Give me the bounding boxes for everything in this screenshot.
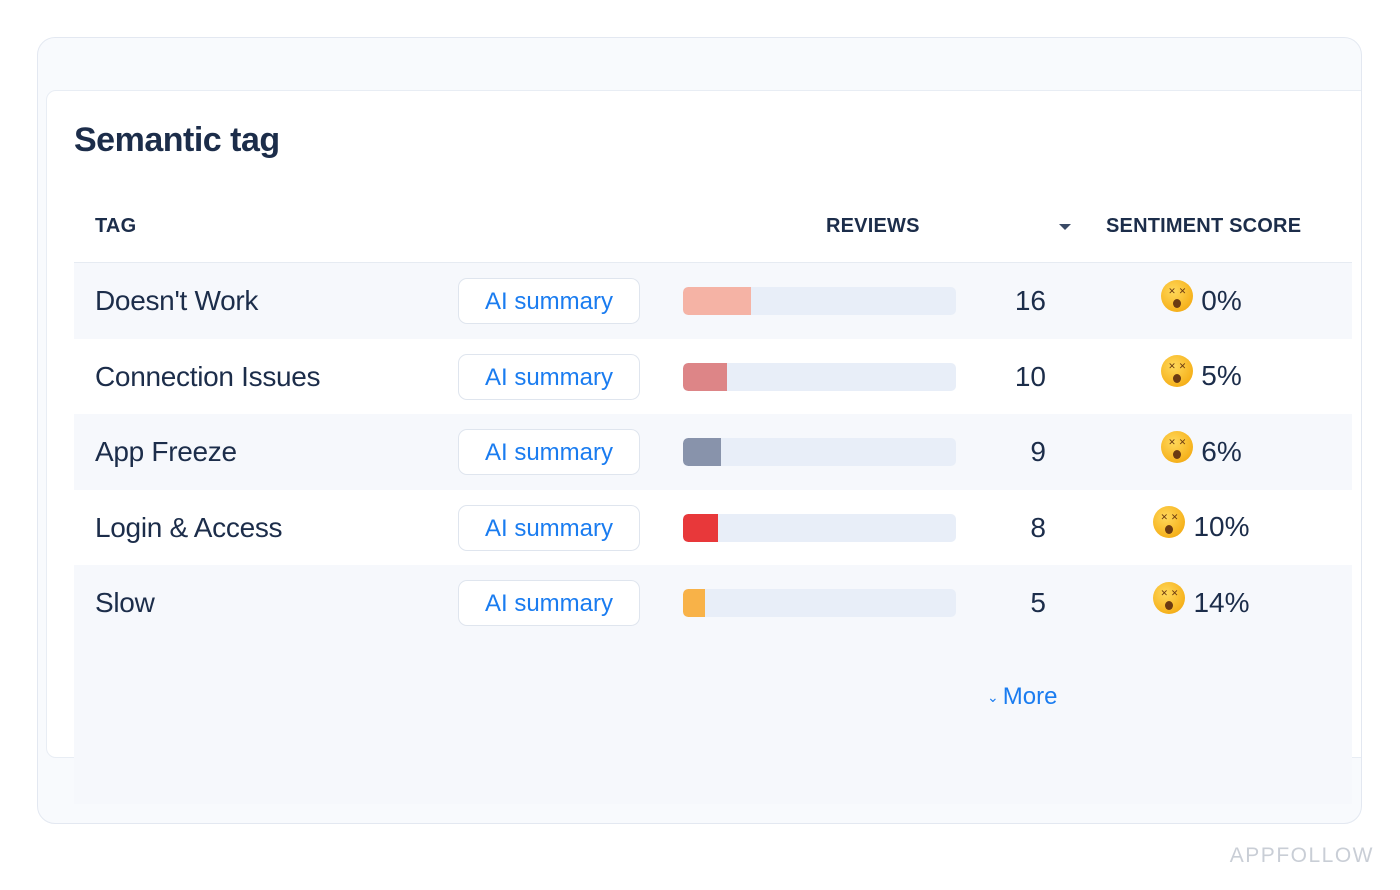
- dizzy-face-icon: ✕ ✕: [1161, 355, 1194, 387]
- sentiment-score: 5%: [1201, 360, 1242, 391]
- widget-container: Semantic tag TAG REVIEWS SENTIMENT SCORE…: [37, 37, 1362, 824]
- sentiment-score: 10%: [1193, 511, 1250, 542]
- reviews-bar-fill: [683, 362, 727, 391]
- tag-name[interactable]: Slow: [95, 587, 155, 618]
- table-header: TAG REVIEWS SENTIMENT SCORE: [74, 204, 1352, 263]
- tag-name[interactable]: App Freeze: [95, 436, 237, 467]
- more-label: More: [1002, 682, 1058, 710]
- sentiment-cell: ✕ ✕ 14%: [1114, 565, 1289, 640]
- tag-table: TAG REVIEWS SENTIMENT SCORE Doesn't Work…: [74, 204, 1352, 804]
- sentiment-cell: ✕ ✕ 10%: [1114, 490, 1289, 565]
- table-row[interactable]: App Freeze AI summary 9 ✕ ✕ 6%: [74, 414, 1352, 490]
- watermark-logo: APPFOLLOW: [1229, 844, 1374, 867]
- reviews-count: 16: [1014, 285, 1046, 316]
- table-row[interactable]: Doesn't Work AI summary 16 ✕ ✕ 0%: [74, 263, 1352, 339]
- dizzy-face-icon: ✕ ✕: [1153, 506, 1186, 538]
- ai-summary-button[interactable]: AI summary: [458, 580, 640, 626]
- sentiment-score: 6%: [1201, 435, 1242, 467]
- column-header-reviews[interactable]: REVIEWS: [826, 215, 920, 237]
- reviews-count: 8: [1030, 511, 1046, 543]
- sentiment-score: 0%: [1201, 284, 1242, 316]
- column-header-tag[interactable]: TAG: [95, 215, 137, 237]
- card-title: Semantic tag: [74, 121, 280, 159]
- chevron-down-icon: ⌄: [987, 689, 999, 705]
- column-header-sentiment[interactable]: SENTIMENT SCORE: [1106, 215, 1302, 237]
- reviews-bar: [683, 438, 956, 466]
- dizzy-face-icon: ✕ ✕: [1161, 430, 1194, 463]
- sentiment-cell: ✕ ✕ 0%: [1114, 263, 1289, 338]
- tag-name[interactable]: Connection Issues: [95, 360, 321, 392]
- table-row[interactable]: Slow AI summary 5 ✕ ✕ 14%: [74, 565, 1352, 641]
- reviews-bar-fill: [683, 438, 722, 466]
- sentiment-cell: ✕ ✕ 5%: [1114, 339, 1289, 414]
- reviews-bar-fill: [683, 513, 719, 542]
- tag-name[interactable]: Login & Access: [95, 511, 283, 543]
- reviews-bar: [683, 287, 956, 315]
- ai-summary-button[interactable]: AI summary: [458, 278, 640, 324]
- table-row[interactable]: Connection Issues AI summary 10 ✕ ✕ 5%: [74, 339, 1352, 415]
- dizzy-face-icon: ✕ ✕: [1153, 581, 1186, 614]
- ai-summary-button[interactable]: AI summary: [458, 504, 640, 551]
- tag-name[interactable]: Doesn't Work: [95, 285, 259, 316]
- more-button[interactable]: ⌄ More: [987, 683, 1057, 711]
- sentiment-cell: ✕ ✕ 6%: [1114, 414, 1289, 489]
- reviews-count: 10: [1014, 360, 1046, 392]
- semantic-tag-card: Semantic tag TAG REVIEWS SENTIMENT SCORE…: [46, 90, 1361, 804]
- dizzy-face-icon: ✕ ✕: [1161, 279, 1194, 312]
- reviews-count: 9: [1030, 436, 1046, 467]
- reviews-bar: [683, 362, 956, 391]
- reviews-bar-fill: [683, 589, 705, 617]
- sentiment-score: 14%: [1193, 586, 1250, 618]
- reviews-bar-fill: [683, 287, 752, 315]
- reviews-bar: [683, 513, 956, 542]
- caret-down-icon[interactable]: [1059, 204, 1073, 262]
- ai-summary-button[interactable]: AI summary: [458, 429, 640, 475]
- ai-summary-button[interactable]: AI summary: [458, 353, 640, 400]
- reviews-count: 5: [1030, 587, 1046, 618]
- reviews-bar: [683, 589, 956, 617]
- table-row[interactable]: Login & Access AI summary 8 ✕ ✕ 10%: [74, 490, 1352, 566]
- more-row: ⌄ More: [74, 640, 1352, 804]
